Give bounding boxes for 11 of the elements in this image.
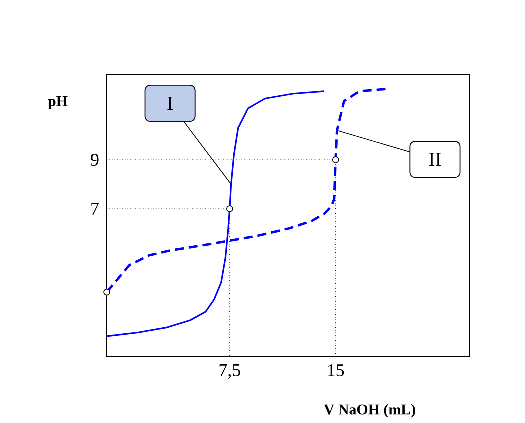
x-axis-title: V NaOH (mL) (324, 404, 416, 418)
point (332, 156, 340, 164)
y-axis-title: pH (48, 96, 68, 110)
annotation: I (168, 96, 173, 110)
y-tick-label: 9 (91, 154, 99, 166)
point (104, 288, 110, 296)
x-tick-label: 15 (328, 364, 344, 377)
annotation: II (429, 153, 442, 166)
point (226, 206, 234, 212)
y-tick-label: 7 (92, 203, 99, 215)
x-tick-label: 7,5 (220, 364, 240, 380)
